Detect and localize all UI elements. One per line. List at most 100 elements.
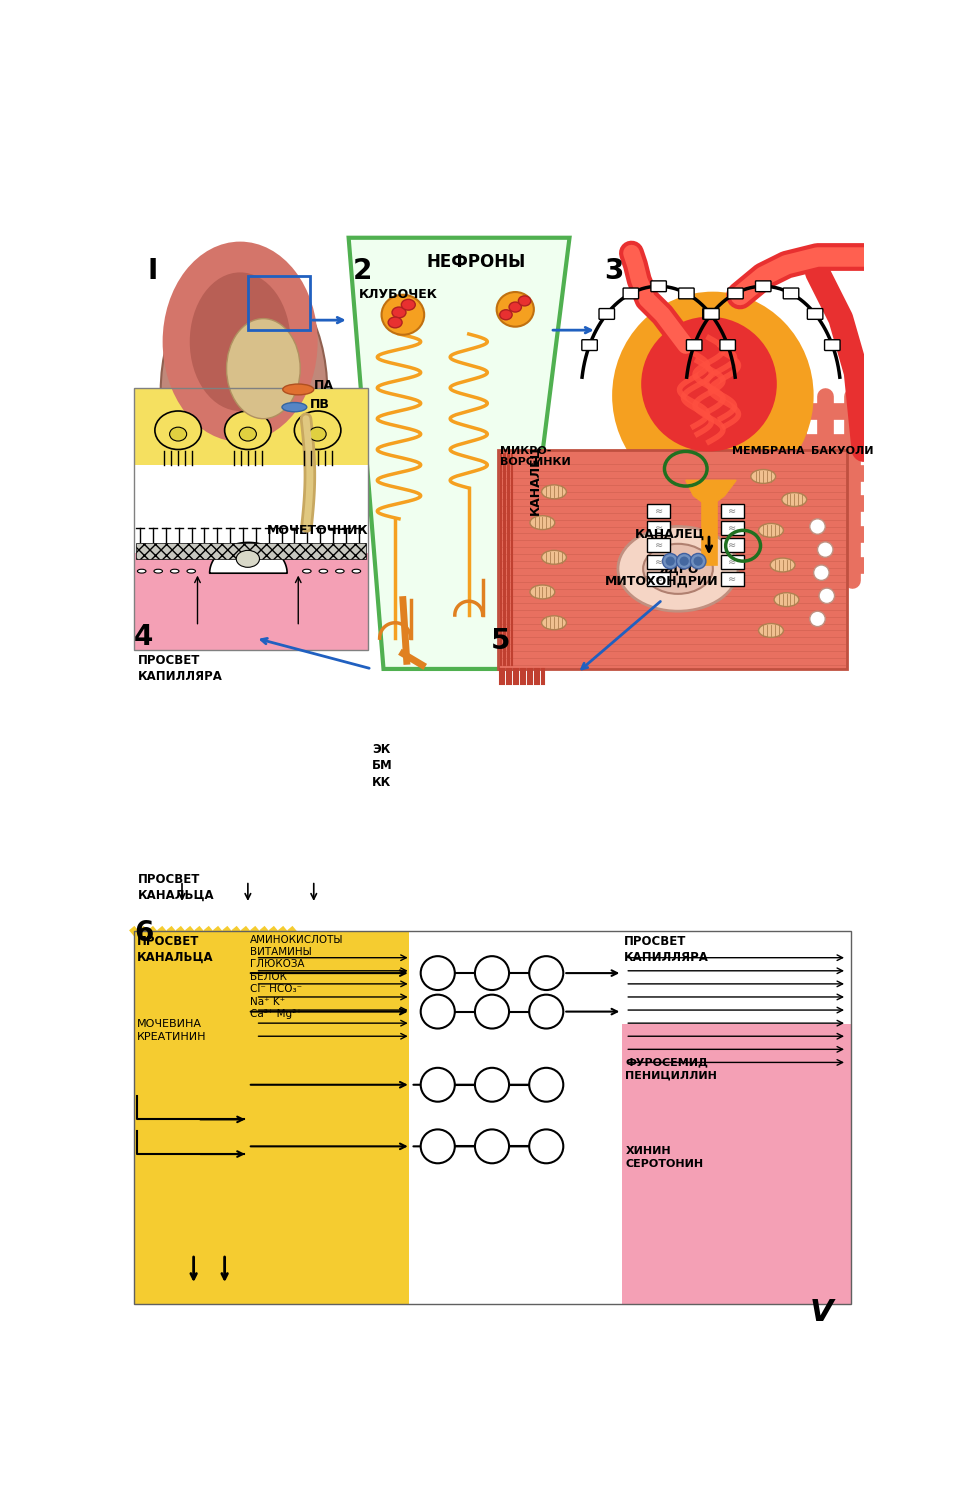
Text: МЕМБРАНА: МЕМБРАНА	[732, 446, 804, 456]
FancyBboxPatch shape	[582, 339, 597, 351]
Text: 3: 3	[605, 256, 624, 285]
Ellipse shape	[665, 556, 675, 566]
Text: ПРОСВЕТ
КАНАЛЬЦА: ПРОСВЕТ КАНАЛЬЦА	[138, 873, 214, 901]
Bar	[134, 465, 368, 554]
Text: МОЧЕВИНА
КРЕАТИНИН: МОЧЕВИНА КРЕАТИНИН	[137, 1020, 206, 1041]
Text: ПРОСВЕТ
КАПИЛЛЯРА: ПРОСВЕТ КАПИЛЛЯРА	[624, 934, 708, 963]
Text: V: V	[809, 1299, 833, 1328]
Ellipse shape	[518, 296, 531, 306]
Ellipse shape	[283, 384, 314, 394]
FancyBboxPatch shape	[651, 280, 666, 291]
Circle shape	[420, 956, 455, 990]
Text: ≈: ≈	[729, 556, 736, 567]
Text: ≈: ≈	[655, 506, 662, 516]
Circle shape	[809, 610, 826, 627]
Ellipse shape	[388, 316, 402, 328]
FancyBboxPatch shape	[728, 288, 743, 298]
Bar	[409, 930, 622, 1304]
Ellipse shape	[774, 592, 799, 606]
Ellipse shape	[541, 550, 566, 564]
Circle shape	[475, 1130, 509, 1164]
Ellipse shape	[751, 470, 776, 483]
Ellipse shape	[662, 554, 678, 568]
Circle shape	[420, 994, 455, 1029]
Ellipse shape	[781, 492, 806, 507]
Circle shape	[475, 956, 509, 990]
Ellipse shape	[496, 292, 534, 327]
Text: ЭК: ЭК	[372, 744, 391, 756]
FancyBboxPatch shape	[721, 555, 744, 568]
Ellipse shape	[677, 554, 692, 568]
Text: ЯДРО: ЯДРО	[658, 562, 698, 576]
Bar	[134, 388, 368, 650]
Ellipse shape	[530, 585, 555, 598]
Bar	[134, 930, 851, 1304]
Bar	[134, 388, 368, 465]
Ellipse shape	[401, 300, 416, 310]
Ellipse shape	[680, 556, 689, 566]
Ellipse shape	[236, 550, 259, 567]
FancyBboxPatch shape	[647, 504, 670, 518]
Ellipse shape	[758, 624, 783, 638]
Ellipse shape	[137, 568, 146, 573]
Bar	[622, 1024, 851, 1304]
Ellipse shape	[758, 524, 783, 537]
Text: ≈: ≈	[729, 506, 736, 516]
Text: ≈: ≈	[655, 524, 662, 532]
FancyBboxPatch shape	[679, 288, 694, 298]
Text: ХИНИН
СЕРОТОНИН: ХИНИН СЕРОТОНИН	[625, 1146, 704, 1168]
Text: КАНАЛЕЦ: КАНАЛЕЦ	[528, 446, 541, 516]
Text: ФУРОСЕМИД
ПЕНИЦИЛЛИН: ФУРОСЕМИД ПЕНИЦИЛЛИН	[625, 1058, 717, 1080]
Ellipse shape	[690, 554, 706, 568]
Circle shape	[475, 1068, 509, 1101]
Circle shape	[819, 588, 834, 603]
Ellipse shape	[541, 616, 566, 630]
Bar	[134, 930, 409, 1304]
Circle shape	[529, 994, 564, 1029]
FancyBboxPatch shape	[686, 339, 702, 351]
Circle shape	[529, 956, 564, 990]
Ellipse shape	[509, 302, 521, 312]
Ellipse shape	[541, 484, 566, 500]
Ellipse shape	[295, 411, 341, 450]
Ellipse shape	[641, 316, 777, 452]
Text: ПРОСВЕТ
КАНАЛЬЦА: ПРОСВЕТ КАНАЛЬЦА	[137, 934, 214, 963]
Text: ≈: ≈	[729, 574, 736, 584]
Text: 6: 6	[134, 920, 154, 946]
Text: ≈: ≈	[655, 574, 662, 584]
Ellipse shape	[693, 556, 703, 566]
FancyBboxPatch shape	[647, 538, 670, 552]
Ellipse shape	[282, 402, 307, 412]
Circle shape	[529, 1068, 564, 1101]
Ellipse shape	[154, 568, 162, 573]
FancyBboxPatch shape	[647, 555, 670, 568]
Ellipse shape	[162, 242, 318, 442]
Text: ≈: ≈	[655, 540, 662, 550]
FancyBboxPatch shape	[783, 288, 799, 298]
Text: ≈: ≈	[729, 524, 736, 532]
FancyBboxPatch shape	[647, 520, 670, 536]
Text: ≈: ≈	[655, 556, 662, 567]
Ellipse shape	[227, 318, 300, 419]
FancyBboxPatch shape	[623, 288, 638, 298]
Ellipse shape	[336, 568, 344, 573]
FancyBboxPatch shape	[721, 572, 744, 586]
Text: МОЧЕТОЧНИК: МОЧЕТОЧНИК	[267, 524, 369, 537]
Ellipse shape	[171, 568, 179, 573]
Bar	[134, 554, 368, 650]
Text: НЕФРОНЫ: НЕФРОНЫ	[426, 254, 525, 272]
Bar	[135, 543, 367, 560]
Bar	[248, 276, 310, 330]
Polygon shape	[685, 480, 736, 507]
Ellipse shape	[381, 294, 424, 334]
Circle shape	[818, 542, 833, 558]
Ellipse shape	[239, 427, 256, 441]
Ellipse shape	[319, 568, 327, 573]
Ellipse shape	[225, 411, 271, 450]
Circle shape	[809, 519, 826, 534]
Circle shape	[529, 1130, 564, 1164]
Text: КАНАЛЕЦ: КАНАЛЕЦ	[636, 528, 706, 542]
Text: ПРОСВЕТ
КАПИЛЛЯРА: ПРОСВЕТ КАПИЛЛЯРА	[138, 654, 223, 682]
Ellipse shape	[187, 568, 196, 573]
FancyBboxPatch shape	[721, 504, 744, 518]
